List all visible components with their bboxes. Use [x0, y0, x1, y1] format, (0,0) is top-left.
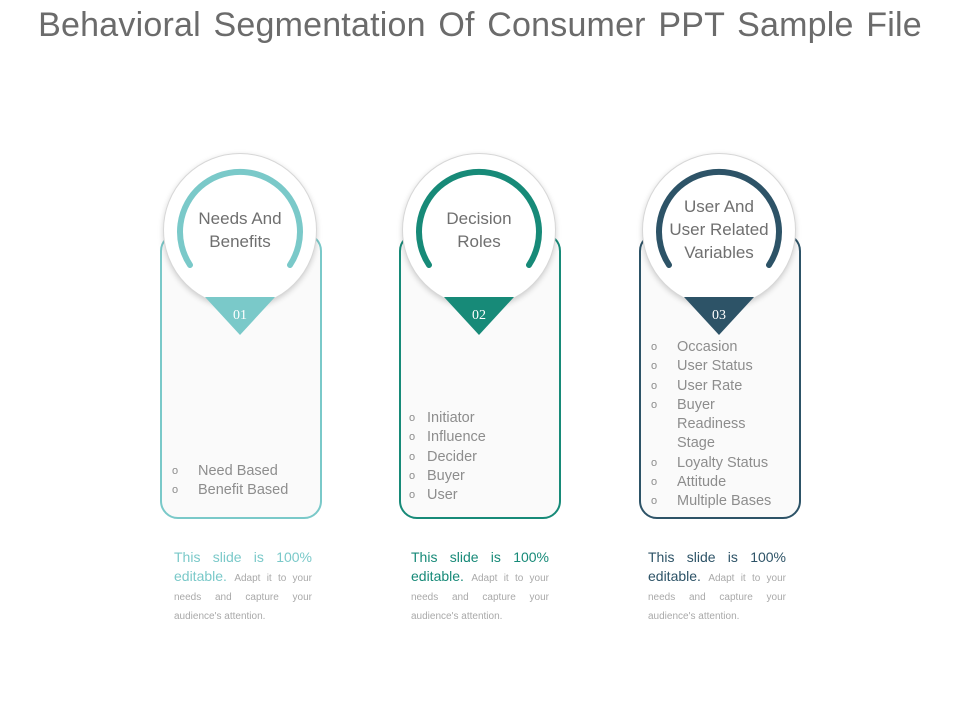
bullet-list: o Occasion o User Status o User Rate o Buyer… — [649, 338, 799, 512]
list-item: o Buyer Readiness Stage — [651, 396, 746, 452]
card-heading-line: Roles — [457, 232, 501, 251]
description-body: Adapt it to your needs and capture your … — [411, 573, 550, 622]
card-heading: Decision Roles — [417, 207, 541, 253]
pointer-triangle — [444, 297, 514, 335]
list-item: o User Status — [649, 357, 799, 376]
list-item: o User Rate — [649, 377, 799, 396]
list-item: o User — [409, 486, 486, 505]
progress-arc — [416, 168, 542, 268]
bullet-icon: o — [172, 484, 179, 497]
card-number: 03 — [712, 308, 726, 323]
list-item: o Occasion — [649, 338, 799, 357]
bullet-icon: o — [651, 379, 658, 392]
bullet-icon: o — [172, 465, 179, 477]
segment-card-needs-and-benefits: Needs And Benefits 01 o Need Based o Benef… — [160, 150, 324, 525]
bullet-icon: o — [651, 360, 658, 373]
card-heading-line: Decision — [446, 209, 512, 228]
card-number: 01 — [233, 308, 247, 323]
card-description: This slide is 100% editable. Adapt it to… — [174, 548, 312, 624]
slide-title: Behavioral Segmentation Of Consumer PPT … — [38, 6, 922, 44]
list-item: o Influence — [409, 428, 486, 447]
description-lead: This slide is 100% editable. — [174, 549, 312, 584]
bullet-list: o Need Based o Benefit Based — [170, 462, 288, 501]
bullet-icon: o — [651, 476, 658, 489]
card-heading: Needs And Benefits — [178, 207, 302, 253]
bullet-icon: o — [409, 469, 416, 482]
card-heading-line: User And — [684, 197, 754, 216]
description-body: Adapt it to your needs and capture your … — [648, 573, 787, 622]
bullet-icon: o — [651, 398, 658, 411]
progress-arc — [656, 168, 782, 268]
description-body: Adapt it to your needs and capture your … — [174, 573, 313, 622]
description-lead: This slide is 100% editable. — [411, 549, 549, 584]
card-heading: User And User Related Variables — [657, 195, 781, 264]
bullet-icon: o — [409, 450, 416, 463]
segment-card-user-related-variables: User And User Related Variables 03 o Occa… — [639, 150, 803, 525]
list-item: o Multiple Bases — [649, 492, 799, 511]
list-item: o Need Based — [170, 462, 288, 481]
list-item: o Benefit Based — [170, 481, 288, 500]
bullet-icon: o — [651, 456, 658, 469]
progress-arc — [177, 168, 303, 268]
description-lead: This slide is 100% editable. — [648, 549, 786, 584]
bullet-icon: o — [409, 431, 416, 444]
list-item: o Decider — [409, 448, 486, 467]
bullet-icon: o — [651, 495, 658, 508]
bullet-icon: o — [409, 412, 416, 424]
header-circle — [402, 153, 556, 307]
list-item: o Initiator — [409, 409, 486, 428]
list-item: o Attitude — [649, 473, 799, 492]
bullet-icon: o — [651, 341, 658, 353]
pointer-triangle — [684, 297, 754, 335]
card-description: This slide is 100% editable. Adapt it to… — [648, 548, 786, 624]
card-description: This slide is 100% editable. Adapt it to… — [411, 548, 549, 624]
list-item: o Loyalty Status — [649, 454, 799, 473]
header-circle — [163, 153, 317, 307]
bullet-icon: o — [409, 489, 416, 502]
list-item: o Buyer — [409, 467, 486, 486]
card-heading-line: User Related — [669, 220, 769, 239]
card-heading-line: Variables — [684, 243, 754, 262]
segment-card-decision-roles: Decision Roles 02 o Initiator o Influence … — [399, 150, 563, 525]
card-heading-line: Benefits — [209, 232, 271, 251]
card-number: 02 — [472, 308, 486, 323]
card-heading-line: Needs And — [198, 209, 282, 228]
pointer-triangle — [205, 297, 275, 335]
